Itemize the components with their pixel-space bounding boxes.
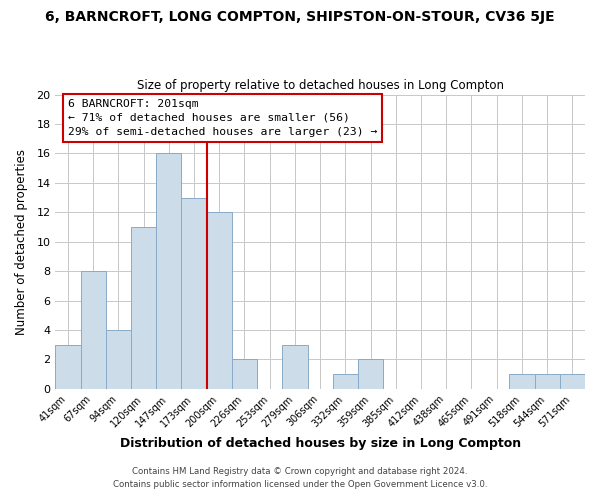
Bar bbox=[283, 344, 308, 389]
Bar bbox=[358, 360, 383, 389]
Bar bbox=[206, 212, 232, 389]
Bar bbox=[560, 374, 585, 389]
Bar bbox=[80, 271, 106, 389]
Bar bbox=[333, 374, 358, 389]
Bar bbox=[131, 227, 156, 389]
Text: 6 BARNCROFT: 201sqm
← 71% of detached houses are smaller (56)
29% of semi-detach: 6 BARNCROFT: 201sqm ← 71% of detached ho… bbox=[68, 99, 377, 137]
Bar bbox=[181, 198, 206, 389]
Bar bbox=[55, 344, 80, 389]
Text: Contains HM Land Registry data © Crown copyright and database right 2024.
Contai: Contains HM Land Registry data © Crown c… bbox=[113, 468, 487, 489]
Bar bbox=[232, 360, 257, 389]
Bar bbox=[106, 330, 131, 389]
Bar bbox=[156, 154, 181, 389]
Bar bbox=[509, 374, 535, 389]
Y-axis label: Number of detached properties: Number of detached properties bbox=[15, 148, 28, 334]
Bar bbox=[535, 374, 560, 389]
X-axis label: Distribution of detached houses by size in Long Compton: Distribution of detached houses by size … bbox=[119, 437, 521, 450]
Text: 6, BARNCROFT, LONG COMPTON, SHIPSTON-ON-STOUR, CV36 5JE: 6, BARNCROFT, LONG COMPTON, SHIPSTON-ON-… bbox=[45, 10, 555, 24]
Title: Size of property relative to detached houses in Long Compton: Size of property relative to detached ho… bbox=[137, 79, 503, 92]
